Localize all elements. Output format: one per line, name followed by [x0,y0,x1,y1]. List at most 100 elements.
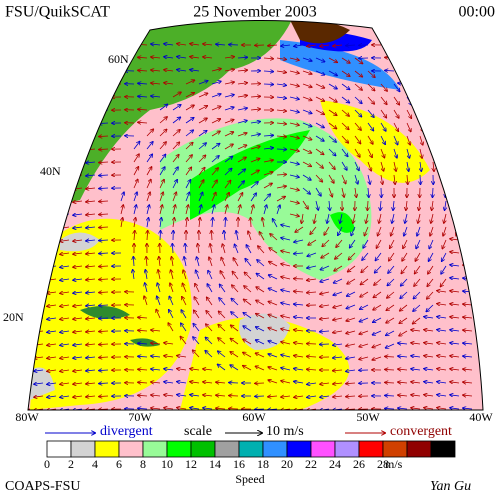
wind-arrow [437,70,447,71]
wind-arrow [133,180,138,189]
wind-arrow [73,292,83,293]
lon-label: 80W [15,410,39,424]
wind-arrow [406,135,410,145]
wind-arrow [263,135,273,136]
wind-arrow [307,252,317,256]
wind-arrow [28,213,31,216]
wind-arrow [268,380,278,384]
wind-arrow [367,148,372,157]
wind-arrow [360,291,369,297]
wind-arrow [250,193,256,202]
wind-arrow [86,201,96,202]
wind-arrow [211,106,221,111]
wind-arrow [341,161,347,170]
wind-arrow [171,257,173,267]
wind-arrow [367,70,375,77]
wind-arrow [263,172,273,176]
wind-arrow [367,161,371,171]
wind-arrow [424,395,434,396]
wind-arrow [158,270,160,280]
wind-arrow [190,408,200,409]
wind-arrow [450,109,460,110]
wind-arrow [294,240,304,242]
wind-arrow [86,344,96,345]
colorbar-label: 10 [161,457,173,471]
wind-arrow [60,58,70,59]
wind-arrow [328,96,337,102]
wind-arrow [281,396,291,397]
wind-arrow [151,57,161,58]
wind-arrow [190,382,200,383]
wind-arrow [73,279,83,280]
wind-arrow [387,278,395,285]
wind-arrow [99,331,109,332]
wind-arrow [34,45,44,46]
wind-arrow [415,252,421,261]
wind-arrow [276,123,286,124]
wind-arrow [185,167,191,176]
wind-arrow [256,340,265,345]
wind-arrow [405,213,407,223]
wind-arrow [433,148,435,158]
wind-arrow [443,226,447,236]
wind-arrow [372,356,382,360]
wind-arrow [411,70,421,71]
wind-arrow [164,356,174,357]
wind-arrow [34,292,44,293]
wind-arrow [263,148,273,149]
wind-arrow [420,148,422,158]
wind-arrow [157,296,161,306]
wind-arrow [463,187,473,188]
wind-arrow [315,109,324,114]
wind-arrow [437,382,447,383]
wind-arrow [99,396,109,397]
wind-arrow [47,136,57,137]
wind-arrow [164,408,174,409]
wind-arrow [463,317,473,318]
wind-arrow [385,382,395,383]
wind-arrow [28,304,31,307]
wind-arrow [146,192,150,202]
wind-arrow [99,45,109,46]
wind-arrow [450,330,460,331]
wind-arrow [196,270,200,280]
wind-arrow [73,201,83,202]
wind-arrow [86,110,96,111]
wind-arrow [380,200,381,210]
wind-arrow [302,200,308,209]
wind-arrow [450,408,460,409]
wind-arrow [224,132,233,137]
wind-arrow [302,122,312,126]
wind-arrow [424,83,434,84]
wind-arrow [151,44,161,45]
wind-arrow [47,214,57,215]
wind-arrow [353,213,355,223]
wind-arrow [190,44,200,45]
wind-arrow [367,122,373,131]
wind-arrow [211,94,221,98]
wind-arrow [235,244,239,254]
wind-arrow [302,57,312,61]
wind-arrow [437,330,447,331]
wind-arrow [398,369,408,370]
wind-arrow [99,162,109,163]
wind-arrow [450,70,460,71]
map-area [28,20,483,411]
colorbar-title: Speed [235,472,264,486]
wind-arrow [341,70,350,76]
wind-arrow [34,279,44,280]
wind-arrow [138,369,148,370]
wind-arrow [450,122,460,123]
wind-arrow [256,327,265,332]
wind-arrow [216,44,226,45]
wind-arrow [276,97,286,98]
wind-arrow [349,252,356,260]
wind-arrow [378,226,382,236]
wind-arrow [385,369,395,370]
wind-arrow [133,154,139,163]
wind-arrow [269,275,278,280]
wind-arrow [233,258,239,267]
wind-arrow [407,174,408,184]
wind-arrow [398,356,408,357]
wind-arrow [289,175,299,177]
